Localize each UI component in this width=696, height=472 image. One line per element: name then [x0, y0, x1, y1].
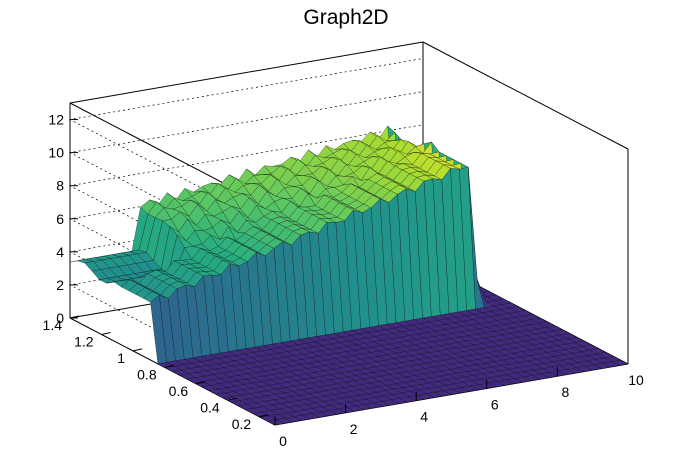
surface-layer: [69, 125, 629, 426]
z-tick-label-3: 6: [56, 211, 64, 227]
x-tick-label-0: 0: [279, 433, 287, 449]
y-tick-5: [101, 331, 111, 335]
z-tick-label-4: 8: [56, 178, 64, 194]
y-tick-label-3: 0.8: [137, 366, 157, 382]
y-tick-label-5: 1.2: [74, 333, 94, 349]
y-tick-0: [259, 414, 269, 418]
frame-edge-top-right: [422, 41, 629, 150]
y-tick-label-4: 1: [117, 350, 125, 366]
y-tick-label-6: 1.4: [43, 317, 63, 333]
frame-edge-top-back: [69, 41, 424, 104]
y-tick-2: [196, 381, 206, 385]
z-tick-label-0: 0: [56, 310, 64, 326]
z-tick-label-6: 12: [48, 112, 64, 128]
y-tick-label-2: 0.6: [169, 383, 189, 399]
x-tick-label-5: 10: [628, 372, 644, 388]
surface-cell: [611, 360, 629, 366]
y-tick-1: [227, 397, 237, 401]
y-tick-label-0: 0.2: [232, 416, 252, 432]
chart-title: Graph2D: [303, 6, 388, 29]
z-tick-label-2: 4: [56, 244, 64, 260]
z-tick-label-1: 2: [56, 277, 64, 293]
y-tick-4: [132, 348, 143, 352]
x-tick-label-2: 4: [420, 409, 428, 425]
x-tick-label-1: 2: [350, 421, 358, 437]
y-tick-label-1: 0.4: [200, 399, 220, 415]
x-tick-label-3: 6: [491, 396, 499, 412]
z-tick-label-5: 10: [48, 145, 64, 161]
x-tick-label-4: 8: [562, 384, 570, 400]
y-tick-3: [164, 364, 174, 368]
